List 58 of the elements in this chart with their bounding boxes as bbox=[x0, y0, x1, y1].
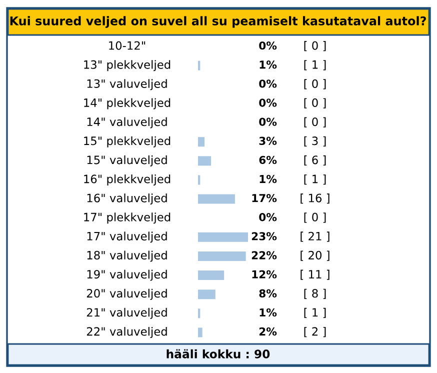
data-label: 17% bbox=[252, 194, 277, 202]
data-label: 1% bbox=[260, 308, 277, 317]
y-tick-label: 14" valuveljed bbox=[87, 117, 167, 128]
bar bbox=[198, 232, 248, 242]
text: [ 1 ] bbox=[304, 174, 326, 185]
y-tick-label: 17" valuveljed bbox=[87, 232, 167, 243]
data-label: 0% bbox=[259, 213, 277, 222]
text: [ 16 ] bbox=[300, 194, 330, 204]
bar bbox=[198, 194, 235, 204]
text: [ 1 ] bbox=[304, 308, 326, 318]
text: [ 1 ] bbox=[304, 60, 326, 70]
data-label: 1% bbox=[260, 174, 277, 184]
y-tick-label: 18" valuveljed bbox=[87, 250, 167, 262]
text: [ 0 ] bbox=[304, 212, 326, 223]
chart-title: Kui suured veljed on suvel all su peamiselt kasutataval autol? bbox=[10, 16, 426, 28]
data-label: 8% bbox=[259, 289, 277, 298]
data-label: 0% bbox=[259, 80, 277, 88]
text: [ 6 ] bbox=[304, 155, 326, 166]
y-tick-label: 17" plekkveljed bbox=[84, 212, 170, 224]
bar bbox=[198, 251, 246, 261]
y-tick-label: 19" valuveljed bbox=[87, 270, 167, 281]
data-label: 2% bbox=[259, 327, 277, 336]
data-label: 0% bbox=[259, 98, 277, 107]
data-label: 23% bbox=[252, 232, 277, 240]
text: hääli kokku : 90 bbox=[166, 349, 270, 358]
text: [ 2 ] bbox=[304, 326, 326, 338]
text: [ 0 ] bbox=[304, 98, 326, 108]
y-tick-label: 20" valuveljed bbox=[86, 288, 167, 300]
text: [ 21 ] bbox=[300, 232, 330, 242]
y-tick-label: 22" valuveljed bbox=[86, 326, 167, 338]
data-label: 12% bbox=[252, 270, 277, 278]
text: [ 0 ] bbox=[304, 79, 326, 90]
y-tick-label: 21" valuveljed bbox=[86, 308, 167, 319]
data-label: 3% bbox=[259, 136, 277, 145]
data-label: 0% bbox=[259, 41, 277, 50]
text: [ 20 ] bbox=[300, 250, 330, 261]
bar bbox=[198, 270, 224, 280]
data-label: 22% bbox=[252, 251, 277, 260]
text: [ 0 ] bbox=[304, 117, 326, 128]
y-tick-label: 16" plekkveljed bbox=[84, 174, 170, 186]
text: [ 0 ] bbox=[304, 41, 326, 52]
y-tick-label: 13" valuveljed bbox=[87, 79, 167, 90]
y-tick-label: 15" valuveljed bbox=[87, 155, 167, 166]
data-label: 0% bbox=[259, 118, 277, 126]
text: [ 11 ] bbox=[300, 270, 330, 280]
text: [ 3 ] bbox=[304, 136, 326, 146]
bar bbox=[198, 328, 202, 338]
y-tick-label: 10-12" bbox=[109, 41, 146, 50]
data-label: 6% bbox=[259, 156, 277, 164]
bar bbox=[198, 137, 205, 147]
y-tick-label: 14" plekkveljed bbox=[84, 98, 170, 110]
y-tick-label: 15" plekkveljed bbox=[84, 136, 170, 148]
data-label: 1% bbox=[260, 60, 277, 69]
y-tick-label: 13" plekkveljed bbox=[84, 60, 170, 72]
y-tick-label: 16" valuveljed bbox=[87, 194, 167, 205]
text: [ 8 ] bbox=[304, 288, 326, 299]
bar bbox=[198, 290, 216, 300]
bar bbox=[198, 156, 212, 166]
